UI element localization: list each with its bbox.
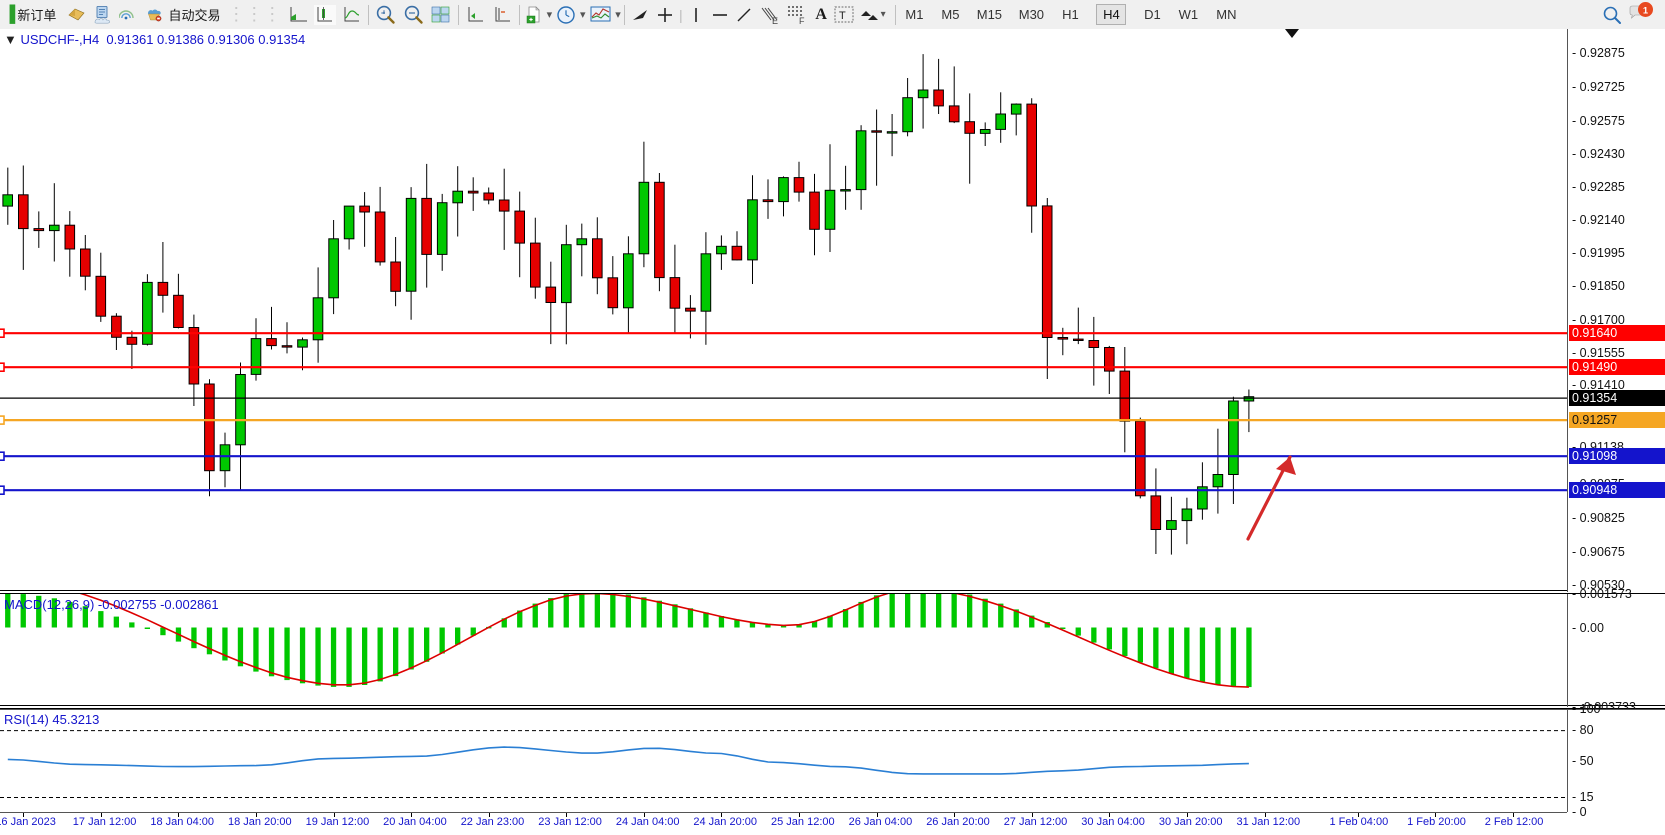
svg-text:1: 1 [1643, 5, 1648, 15]
svg-text:T: T [839, 10, 846, 22]
svg-text:F: F [799, 16, 805, 25]
svg-text:E: E [772, 16, 778, 25]
